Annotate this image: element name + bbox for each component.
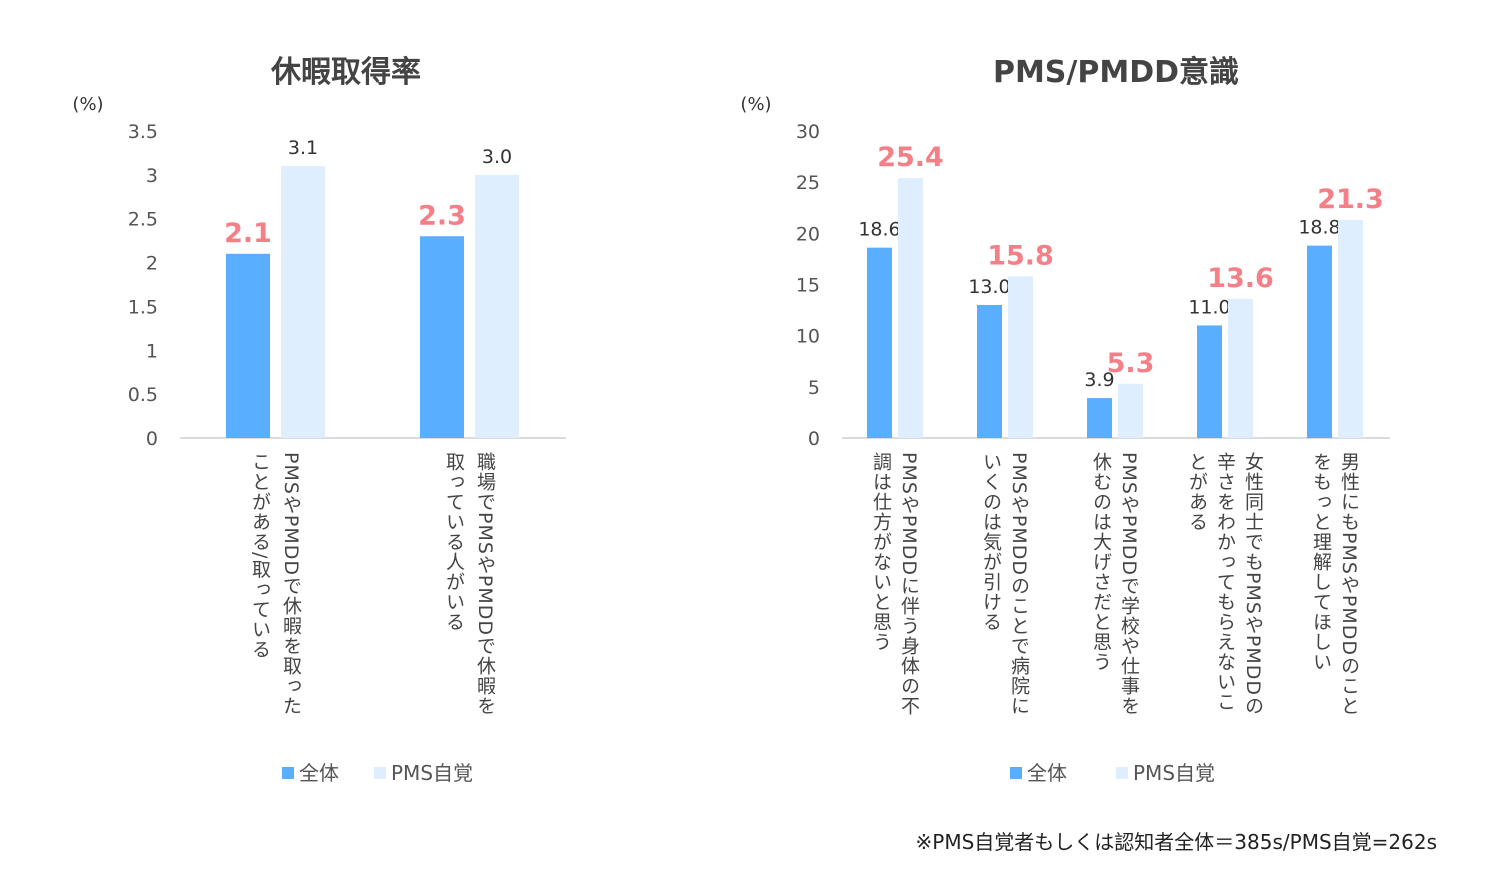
bar [1087,398,1112,438]
y-tick-label: 2 [146,253,158,275]
y-tick-label: 1.5 [128,296,158,318]
y-axis-unit: (%) [740,94,771,115]
bar [898,178,923,438]
category-label: 職場でPMSやPMDDで休暇を [474,452,496,716]
y-tick-label: 5 [808,377,820,399]
bar [281,166,325,439]
y-tick-label: 25 [796,172,820,194]
category-label: 辛さをわかってもらえないこ [1214,452,1236,712]
bar [1008,276,1033,438]
bar [475,174,519,438]
category-label: PMSやPMDDのことで病院に [1008,452,1030,716]
category-label: ことがある/取っている [249,452,271,659]
y-tick-label: 3.5 [128,121,158,143]
category-label: PMSやPMDDで休暇を取った [280,452,302,716]
data-label: 2.3 [418,200,466,231]
category-label: 男性にもPMSやPMDDのこと [1338,452,1360,716]
bar [226,253,270,438]
data-label: 2.1 [224,218,272,249]
y-tick-label: 2.5 [128,209,158,231]
data-label: 5.3 [1107,348,1155,379]
data-label: 15.8 [987,240,1054,271]
category-label: いくのは気が引ける [980,452,1002,632]
data-label: 11.0 [1188,296,1230,318]
legend-swatch [1116,767,1128,779]
data-label: 25.4 [877,142,944,173]
category-label: 取っている人がいる [443,452,465,632]
legend-entry: 全体 [299,761,339,785]
bar [867,247,892,438]
category-label: とがある [1186,452,1208,532]
legend-swatch [374,767,386,779]
bar [1307,245,1332,438]
legend-swatch [1010,767,1022,779]
legend-entry: 全体 [1027,761,1067,785]
data-label: 13.0 [968,276,1010,298]
category-label: 女性同士でもPMSやPMDDの [1242,452,1264,716]
data-label: 13.6 [1207,263,1274,294]
data-label: 21.3 [1317,184,1384,215]
data-label: 3.9 [1084,369,1114,391]
category-label: 休むのは大げさだと思う [1090,452,1112,672]
category-label: PMSやPMDDで学校や仕事を [1118,452,1140,716]
bar [1197,325,1222,438]
category-label: をもっと理解してほしい [1310,452,1332,672]
legend-entry: PMS自覚 [1133,761,1215,785]
bar [420,236,464,438]
y-tick-label: 0.5 [128,384,158,406]
y-tick-label: 30 [796,121,820,143]
bar [977,304,1002,438]
bar [1228,298,1253,438]
data-label: 3.0 [482,146,512,168]
category-label: 調は仕方がないと思う [870,452,892,652]
y-tick-label: 20 [796,223,820,245]
legend-swatch [282,767,294,779]
data-label: 18.8 [1298,217,1340,239]
y-tick-label: 1 [146,340,158,362]
bar [1338,220,1363,438]
y-tick-label: 10 [796,326,820,348]
category-label: PMSやPMDDに伴う身体の不 [898,452,920,716]
data-label: 18.6 [858,219,900,241]
chart-title: 休暇取得率 [270,55,421,90]
y-tick-label: 0 [146,428,158,450]
y-axis-unit: (%) [72,94,103,115]
y-tick-label: 3 [146,165,158,187]
bar [1118,383,1143,438]
y-tick-label: 0 [808,428,820,450]
footnote: ※PMS自覚者もしくは認知者全体＝385s/PMS自覚=262s [915,830,1437,854]
data-label: 3.1 [288,137,318,159]
y-tick-label: 15 [796,275,820,297]
legend-entry: PMS自覚 [391,761,473,785]
chart-title: PMS/PMDD意識 [993,55,1239,90]
